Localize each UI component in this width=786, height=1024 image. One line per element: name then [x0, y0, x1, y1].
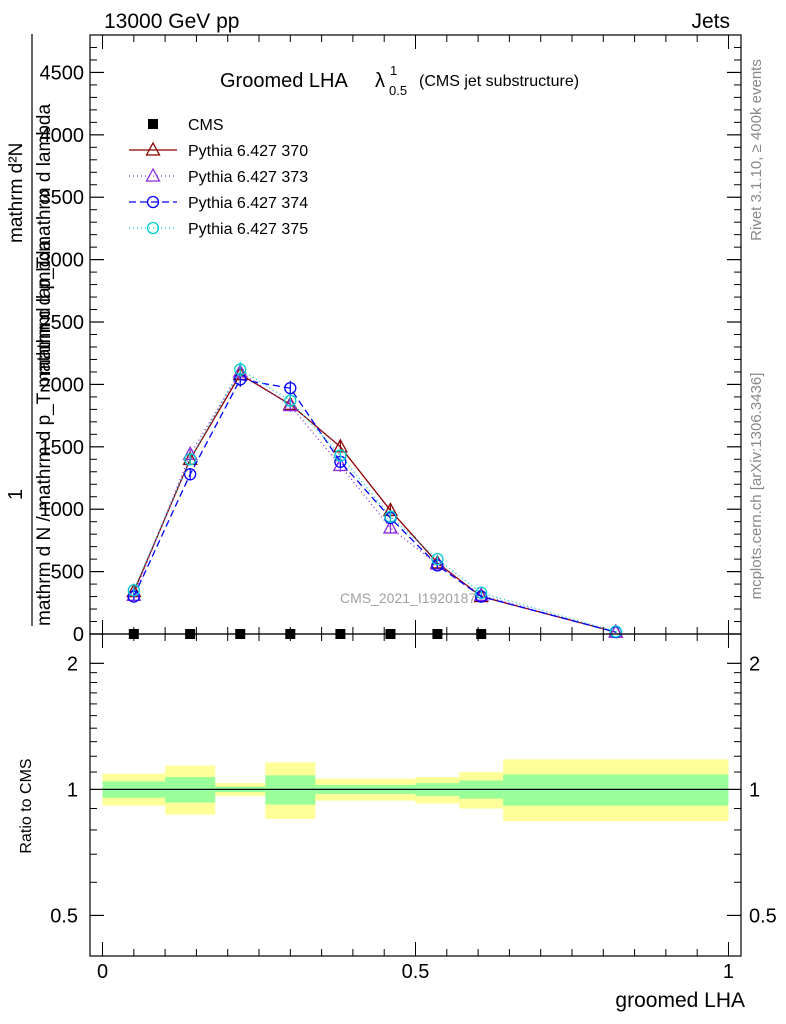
data-point — [184, 453, 197, 466]
ratio-ytick-label-right: 2 — [749, 653, 760, 675]
legend-label: CMS — [188, 117, 224, 134]
rivet-label: Rivet 3.1.10, ≥ 400k events — [748, 59, 765, 241]
data-point — [382, 519, 399, 534]
main-ytick-label: 3000 — [40, 250, 85, 272]
ratio-band-inner — [503, 774, 729, 806]
ratio-ylabel: Ratio to CMS — [18, 758, 35, 853]
series-line — [133, 378, 616, 633]
main-ytick-label: 4000 — [40, 125, 85, 147]
main-series — [126, 361, 624, 639]
analysis-watermark: CMS_2021_I1920187 — [340, 590, 476, 606]
main-ylabel: 1 mathrm d N / mathrm d p_T mathrm d lam… — [5, 34, 55, 626]
legend-entry: Pythia 6.427 375 — [129, 221, 308, 238]
data-point — [127, 584, 140, 597]
main-panel: 0 500 1000 1500 2000 2500 3000 3500 4000 4500 CMS… — [40, 34, 742, 646]
main-ytick-label: 1500 — [40, 437, 85, 459]
ylabel-right-denominator: mathrm d p_T mathrm d lambda — [34, 104, 55, 375]
legend-label: Pythia 6.427 373 — [188, 169, 308, 186]
data-point — [609, 625, 622, 638]
ratio-ytick-label-right: 1 — [749, 779, 760, 801]
main-ytick-label: 2000 — [40, 374, 85, 396]
legend-entry: Pythia 6.427 370 — [129, 141, 308, 160]
legend-entry: Pythia 6.427 374 — [129, 195, 308, 212]
data-point — [184, 468, 197, 481]
legend: CMS Pythia 6.427 370 Pythia 6.427 373 Pythi… — [129, 117, 308, 238]
xtick-label: 0.5 — [402, 961, 430, 983]
ratio-ytick-label: 1 — [67, 779, 78, 801]
legend-marker — [146, 195, 160, 209]
data-point — [431, 552, 444, 566]
ratio-bands — [102, 759, 729, 822]
legend-entry: CMS — [148, 117, 224, 134]
series-4 — [127, 361, 622, 638]
legend-marker — [148, 119, 158, 129]
ylabel-denominator: mathrm d N / mathrm d p_T mathrm d lambd… — [34, 239, 55, 626]
data-point — [384, 510, 397, 523]
legend-label: Pythia 6.427 370 — [188, 143, 308, 160]
chart-title: Groomed LHA λ 1 0.5 (CMS jet substructur… — [220, 63, 579, 98]
title-note: (CMS jet substructure) — [419, 73, 579, 90]
ratio-axis-ticks: 0.5 0.5 1 1 2 2 0 0.5 1 — [50, 634, 777, 983]
main-ytick-label: 2500 — [40, 312, 85, 334]
legend-label: Pythia 6.427 374 — [188, 195, 308, 212]
title-superscript: 1 — [390, 63, 397, 78]
ratio-ytick-label: 2 — [67, 653, 78, 675]
mcplots-label: mcplots.cern.ch [arXiv:1306.3436] — [748, 373, 765, 600]
legend-entry: Pythia 6.427 373 — [129, 167, 308, 186]
title-main: Groomed LHA — [220, 70, 348, 92]
ratio-panel: 0.5 0.5 1 1 2 2 0 0.5 1 — [50, 633, 777, 983]
ratio-frame — [89, 633, 742, 957]
main-ytick-label: 500 — [51, 562, 84, 584]
legend-marker — [145, 141, 161, 156]
main-ytick-label: 1000 — [40, 499, 85, 521]
ratio-ytick-label: 0.5 — [50, 905, 78, 927]
legend-marker — [146, 221, 160, 235]
legend-marker — [145, 167, 161, 182]
jets-label: Jets — [691, 10, 730, 33]
xtick-label: 1 — [723, 961, 734, 983]
data-point — [475, 586, 488, 599]
title-lambda: λ — [375, 70, 385, 92]
data-point — [284, 394, 297, 407]
data-point — [334, 449, 347, 462]
legend-label: Pythia 6.427 375 — [188, 221, 308, 238]
xtick-label: 0 — [97, 961, 108, 983]
main-ytick-label: 0 — [73, 624, 84, 646]
energy-label: 13000 GeV pp — [104, 10, 239, 33]
series-line — [133, 368, 616, 633]
xlabel: groomed LHA — [615, 989, 745, 1012]
data-point — [284, 382, 297, 395]
title-subscript: 0.5 — [389, 83, 407, 98]
ylabel-numerator: 1 — [5, 489, 27, 500]
ratio-ytick-label-right: 0.5 — [749, 905, 777, 927]
main-ytick-label: 3500 — [40, 187, 85, 209]
main-ytick-label: 4500 — [40, 62, 85, 84]
ylabel-right-numerator: mathrm d²N — [6, 143, 27, 243]
data-point — [234, 363, 247, 376]
main-axis-ticks: 0 500 1000 1500 2000 2500 3000 3500 4000 4500 — [40, 35, 741, 646]
